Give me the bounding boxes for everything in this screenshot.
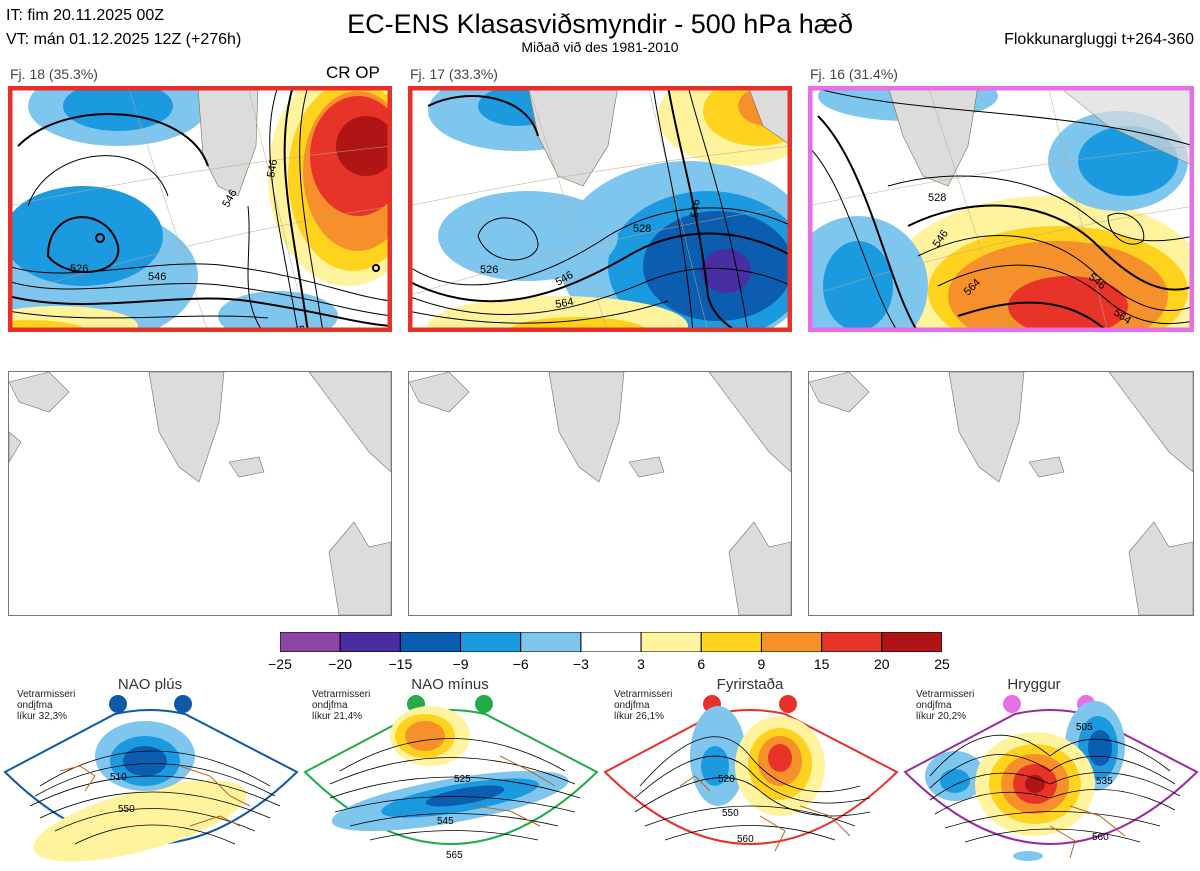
cluster-1-map[interactable]: 526 546 546 546 546: [8, 86, 392, 332]
regime-note: Vetrarmisseri ondjfma líkur 20,2%: [916, 689, 975, 722]
contour-label: 546: [689, 199, 703, 218]
regime-note: Vetrarmisseri ondjfma líkur 26,1%: [614, 689, 673, 722]
cluster-1-tag: CR OP: [326, 63, 380, 82]
contour-label: 528: [633, 223, 651, 235]
regime-marker: [779, 695, 797, 713]
colorbar-tick-label: −20: [328, 656, 353, 672]
contour-label: 550: [118, 804, 135, 815]
colorbar-tick-label: 6: [697, 656, 706, 672]
contour-label: 550: [722, 808, 739, 819]
regime-name: NAO mínus: [411, 676, 489, 693]
colorbar-tick-label: 9: [757, 656, 766, 672]
cluster-2-label: Fj. 17 (33.3%): [410, 66, 498, 82]
contour-label: 510: [110, 772, 127, 783]
contour-label: 565: [446, 850, 463, 861]
colorbar-tick-label: −25: [268, 656, 292, 672]
cluster-3-border: [808, 86, 1194, 332]
contour-label: 546: [148, 271, 166, 283]
colorbar-tick-label: −3: [572, 656, 589, 672]
colorbar-tick-label: 15: [813, 656, 830, 672]
colorbar-tick-label: 20: [874, 656, 890, 672]
page-subtitle: Miðað við des 1981-2010: [521, 39, 679, 55]
contour-label: 545: [437, 816, 454, 827]
cluster-3-map[interactable]: 528 546 546 564 564: [808, 86, 1194, 332]
contour-label: 560: [737, 834, 754, 845]
contour-label: 564: [554, 296, 574, 311]
colorbar-swatch: [339, 631, 401, 653]
colorbar-tick-label: −15: [388, 656, 413, 672]
cluster-1-label: Fj. 18 (35.3%): [10, 66, 98, 82]
empty-basemap-2: [408, 371, 792, 616]
init-time: IT: fim 20.11.2025 00Z: [6, 7, 165, 24]
regime-nao-minus[interactable]: NAO mínus Vetrarmisseri ondjfma líkur 21…: [300, 676, 600, 871]
contour-label: 528: [928, 192, 946, 204]
colorbar-swatch: [640, 631, 702, 653]
colorbar-swatch: [279, 631, 341, 653]
cluster-window-label: Flokkunargluggi t+264-360: [1004, 31, 1194, 48]
colorbar-tick-label: 3: [637, 656, 645, 672]
contour-label: 525: [454, 774, 471, 785]
colorbar-swatch: [399, 631, 462, 653]
regime-ridge[interactable]: Hryggur Vetrarmisseri ondjfma líkur 20,2…: [900, 676, 1200, 871]
contour-label: 505: [1076, 722, 1093, 733]
colorbar-swatch: [881, 631, 943, 653]
colorbar-swatch: [520, 631, 582, 653]
colorbar-tick-label: −9: [452, 656, 469, 672]
colorbar-swatch: [821, 631, 883, 653]
colorbar-swatch: [760, 631, 823, 653]
cluster-2-map[interactable]: 526 528 546 546 564: [408, 86, 792, 332]
colorbar-swatch: [460, 631, 522, 653]
regime-marker: [475, 695, 493, 713]
contour-label: 520: [718, 774, 735, 785]
regime-marker: [1003, 695, 1021, 713]
colorbar-tick-labels: −25 −20 −15 −9 −6 −3 3 6 9 15 20 25: [268, 656, 950, 674]
page-title: EC-ENS Klasasviðsmyndir - 500 hPa hæð: [347, 9, 853, 39]
regime-name: Fyrirstaða: [716, 676, 784, 693]
colorbar: [279, 631, 943, 653]
empty-basemap-1: [8, 371, 392, 616]
regime-name: Hryggur: [1007, 676, 1061, 693]
contour-label: 546: [265, 158, 280, 178]
colorbar-tick-label: 25: [934, 656, 950, 672]
contour-label: 535: [1096, 776, 1113, 787]
colorbar-swatch: [580, 631, 642, 653]
regime-nao-plus[interactable]: NAO plús Vetrarmisseri ondjfma líkur 32,…: [0, 676, 300, 871]
contour-label: 560: [1092, 832, 1109, 843]
empty-basemap-3: [808, 371, 1194, 616]
regime-note: Vetrarmisseri ondjfma líkur 32,3%: [17, 689, 76, 722]
regime-blocking[interactable]: Fyrirstaða Vetrarmisseri ondjfma líkur 2…: [600, 676, 900, 871]
colorbar-swatch: [700, 631, 762, 653]
regime-marker: [109, 695, 127, 713]
cluster-1-border: [8, 86, 392, 332]
regime-marker: [174, 695, 192, 713]
contour-label: 526: [480, 264, 498, 276]
regime-note: Vetrarmisseri ondjfma líkur 21,4%: [312, 689, 371, 722]
colorbar-tick-label: −6: [512, 656, 529, 672]
cluster-3-label: Fj. 16 (31.4%): [810, 66, 898, 82]
cluster-2-border: [408, 86, 792, 332]
contour-label: 526: [70, 263, 88, 275]
valid-time: VT: mán 01.12.2025 12Z (+276h): [6, 31, 242, 48]
regime-name: NAO plús: [117, 676, 183, 693]
